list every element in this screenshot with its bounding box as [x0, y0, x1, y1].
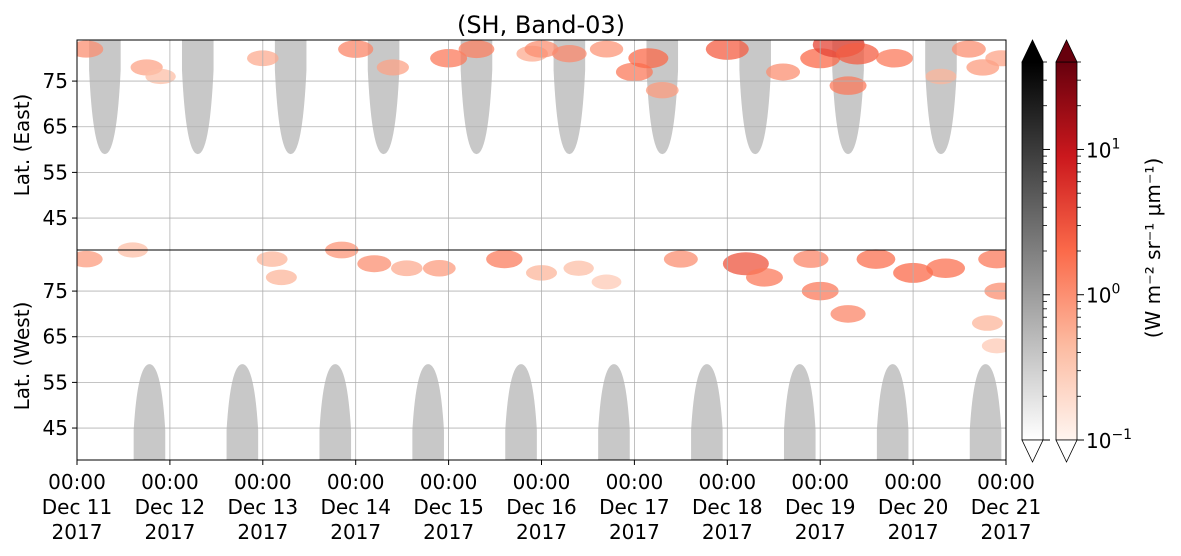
- xtick-label: 00:00 Dec 20 2017: [878, 470, 949, 544]
- lower-ytick-label: 55: [43, 370, 68, 394]
- aurora-blob-49: [971, 315, 1003, 331]
- xtick-label: 00:00 Dec 16 2017: [506, 470, 577, 544]
- aurora-blob-25: [628, 48, 669, 69]
- y-axis-ticks: 45 55 65 75 75 65 55 45: [43, 69, 77, 440]
- upper-ytick-label: 75: [43, 69, 68, 93]
- sunlit-region-east-7: [739, 40, 771, 155]
- sunlit-region-east-5: [553, 40, 586, 155]
- aurora-blob-35: [835, 42, 879, 65]
- aurora-blob-50: [981, 338, 1006, 354]
- colorbar-label: (W m⁻² sr⁻¹ μm⁻¹): [1141, 158, 1165, 339]
- aurora-blob-22: [552, 45, 587, 63]
- xtick-label: 00:00 Dec 18 2017: [692, 470, 763, 544]
- colorbar-tick-label: 101: [1086, 136, 1120, 162]
- lower-ylabel: Lat. (West): [10, 302, 34, 411]
- upper-ytick-label: 65: [43, 115, 68, 139]
- upper-ylabel: Lat. (East): [10, 94, 34, 197]
- sunlit-region-east-0: [89, 40, 121, 155]
- sunlit-region-west-2: [319, 364, 352, 460]
- aurora-blob-43: [951, 40, 986, 58]
- colorbar-tick-label: 100: [1086, 282, 1120, 308]
- aurora-blob-3: [145, 68, 176, 85]
- sunlit-region-west-0: [133, 364, 166, 460]
- aurora-blob-15: [458, 40, 495, 59]
- lower-ytick-label: 65: [43, 325, 68, 349]
- sunlit-region-east-4: [460, 40, 493, 155]
- chart-title: (SH, Band-03): [457, 11, 625, 39]
- sunlit-region-west-7: [783, 364, 816, 460]
- sunlit-region-east-8: [832, 40, 864, 155]
- colorbars: 10−1 100 101: [1021, 39, 1132, 463]
- xtick-label: 00:00 Dec 12 2017: [135, 470, 206, 544]
- aurora-blob-45: [925, 68, 957, 85]
- aurora-blob-1: [77, 250, 103, 268]
- aurora-blob-8: [265, 269, 297, 286]
- aurora-blob-42: [926, 258, 966, 278]
- sunlit-region-east-9: [925, 40, 957, 155]
- aurora-blob-46: [985, 50, 1006, 67]
- colorbar-tick-label: 10−1: [1086, 427, 1132, 453]
- sunlit-region-west-9: [969, 364, 1002, 460]
- xtick-label: 00:00 Dec 19 2017: [785, 470, 856, 544]
- xtick-label: 00:00 Dec 21 2017: [971, 470, 1042, 544]
- plot-area: [76, 39, 1007, 461]
- aurora-blob-30: [745, 268, 783, 287]
- aurora-blob-11: [376, 59, 409, 76]
- aurora-blob-31: [766, 63, 801, 81]
- aurora-blob-13: [422, 260, 456, 277]
- xtick-label: 00:00 Dec 11 2017: [42, 470, 113, 544]
- sunlit-region-west-1: [226, 364, 259, 460]
- red-colorbar: [1055, 39, 1078, 463]
- upper-ytick-label: 55: [43, 160, 68, 184]
- sunlit-region-east-2: [274, 40, 307, 155]
- aurora-blob-10: [357, 255, 392, 273]
- xtick-label: 00:00 Dec 13 2017: [228, 470, 299, 544]
- aurora-blob-12: [390, 260, 423, 277]
- aurora-blob-0: [77, 40, 104, 58]
- upper-ytick-label: 45: [43, 206, 68, 230]
- aurora-blob-39: [856, 249, 896, 269]
- aurora-blob-26: [645, 82, 679, 99]
- aurora-blob-47: [978, 249, 1006, 269]
- lower-ytick-label: 75: [43, 279, 68, 303]
- aurora-blob-16: [486, 250, 523, 269]
- aurora-blob-20: [591, 274, 622, 290]
- aurora-blob-27: [663, 250, 698, 268]
- sunlit-region-east-1: [181, 40, 214, 155]
- xtick-label: 00:00 Dec 17 2017: [599, 470, 670, 544]
- x-axis-ticks: 00:00 Dec 11 2017 00:00 Dec 12 2017 00:00 Dec 1…: [42, 460, 1042, 544]
- sunlit-region-west-5: [598, 364, 630, 460]
- sunlit-region-west-6: [691, 364, 723, 460]
- sunlit-region-west-3: [412, 364, 444, 460]
- aurora-blob-19: [563, 260, 594, 276]
- sunlit-region-west-4: [505, 364, 537, 460]
- aurora-blob-38: [830, 305, 866, 323]
- gray-colorbar: [1021, 39, 1044, 463]
- xtick-label: 00:00 Dec 14 2017: [320, 470, 391, 544]
- lower-ytick-label: 45: [43, 416, 68, 440]
- aurora-blob-23: [589, 40, 624, 58]
- aurora-blob-36: [829, 76, 867, 95]
- aurora-blob-6: [256, 251, 288, 267]
- xtick-label: 00:00 Dec 15 2017: [413, 470, 484, 544]
- aurora-blob-32: [793, 250, 829, 268]
- aurora-blob-40: [876, 49, 914, 68]
- sunlit-region-west-8: [876, 364, 909, 460]
